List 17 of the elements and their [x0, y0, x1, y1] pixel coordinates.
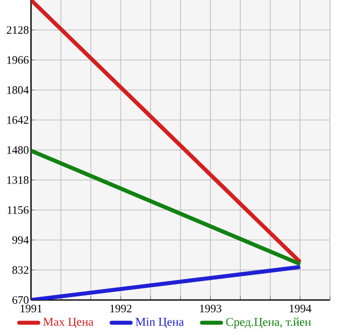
y-tick-label: 1480: [7, 146, 29, 154]
y-tick-label: 994: [12, 236, 29, 244]
x-tick-label: 1992: [110, 304, 132, 312]
legend-label: Max Цена: [43, 318, 94, 328]
y-tick-label: 1156: [8, 206, 29, 214]
x-tick-label: 1993: [200, 304, 222, 312]
legend-label: Сред.Цена, т.йен: [226, 318, 311, 328]
y-tick-label: 2128: [6, 26, 29, 34]
x-tick-label: 1991: [20, 304, 42, 312]
x-tick-label: 1994: [290, 304, 312, 312]
y-tick-label: 1318: [7, 176, 29, 184]
y-tick-label: 832: [12, 266, 28, 274]
y-tick-label: 1642: [7, 116, 28, 124]
legend-label: Min Цена: [136, 318, 184, 328]
y-tick-label: 1966: [7, 56, 29, 64]
y-tick-label: 1804: [7, 86, 29, 94]
y-tick-label: 670: [12, 296, 29, 304]
